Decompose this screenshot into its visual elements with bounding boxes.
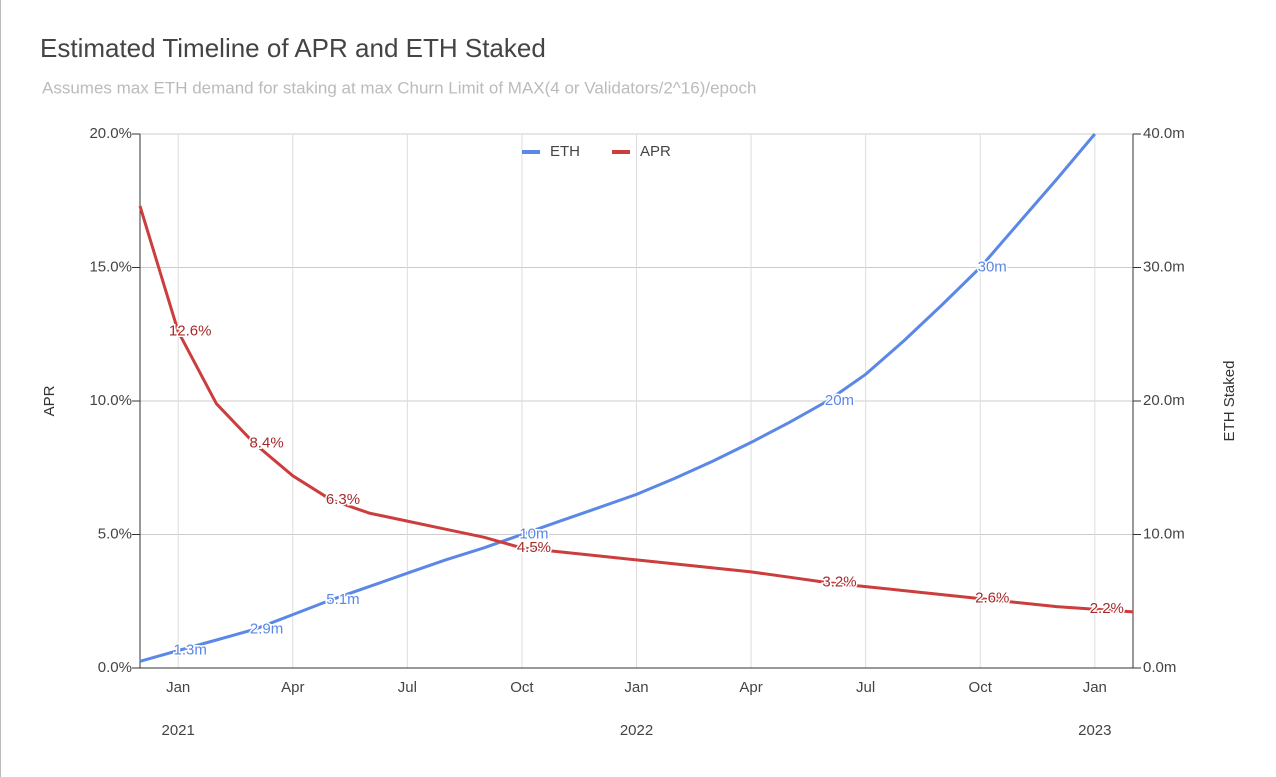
data-label: 1.3m bbox=[174, 642, 207, 659]
x-year-label: 2023 bbox=[1078, 722, 1111, 739]
data-label: 6.3% bbox=[326, 491, 360, 508]
y-tick-label: 20.0% bbox=[89, 125, 132, 142]
x-tick-label: Oct bbox=[510, 679, 534, 696]
x-tick-label: Jan bbox=[624, 679, 648, 696]
data-label: 4.5% bbox=[517, 539, 551, 556]
y2-tick-label: 0.0m bbox=[1143, 659, 1176, 676]
x-tick-label: Jul bbox=[398, 679, 417, 696]
legend-label: APR bbox=[640, 143, 671, 160]
data-label: 2.6% bbox=[975, 590, 1009, 607]
y-tick-label: 5.0% bbox=[98, 525, 132, 542]
x-tick-label: Oct bbox=[969, 679, 993, 696]
x-tick-label: Apr bbox=[281, 679, 304, 696]
y2-tick-label: 30.0m bbox=[1143, 258, 1185, 275]
x-tick-label: Apr bbox=[739, 679, 762, 696]
data-label: 10m bbox=[519, 525, 548, 542]
data-label: 5.1m bbox=[326, 591, 359, 608]
data-label: 20m bbox=[825, 392, 854, 409]
y2-tick-label: 40.0m bbox=[1143, 125, 1185, 142]
series-line bbox=[139, 133, 1096, 663]
legend-label: ETH bbox=[550, 143, 580, 160]
data-label: 2.2% bbox=[1090, 600, 1124, 617]
y-tick-label: 0.0% bbox=[98, 659, 132, 676]
y-axis-label: APR bbox=[41, 385, 58, 416]
y-tick-label: 10.0% bbox=[89, 392, 132, 409]
data-label: 2.9m bbox=[250, 620, 283, 637]
y-tick-label: 15.0% bbox=[89, 258, 132, 275]
data-label: 8.4% bbox=[249, 435, 283, 452]
data-label: 3.2% bbox=[822, 574, 856, 591]
data-label: 12.6% bbox=[169, 323, 212, 340]
x-tick-label: Jul bbox=[856, 679, 875, 696]
series-line bbox=[138, 205, 1134, 614]
chart-title: Estimated Timeline of APR and ETH Staked bbox=[40, 33, 546, 63]
x-year-label: 2022 bbox=[620, 722, 653, 739]
x-tick-label: Jan bbox=[166, 679, 190, 696]
x-year-label: 2021 bbox=[162, 722, 195, 739]
y2-axis-label: ETH Staked bbox=[1221, 361, 1238, 442]
y2-tick-label: 10.0m bbox=[1143, 525, 1185, 542]
y2-tick-label: 20.0m bbox=[1143, 392, 1185, 409]
x-tick-label: Jan bbox=[1083, 679, 1107, 696]
data-label: 30m bbox=[978, 258, 1007, 275]
chart-subtitle: Assumes max ETH demand for staking at ma… bbox=[42, 78, 756, 97]
